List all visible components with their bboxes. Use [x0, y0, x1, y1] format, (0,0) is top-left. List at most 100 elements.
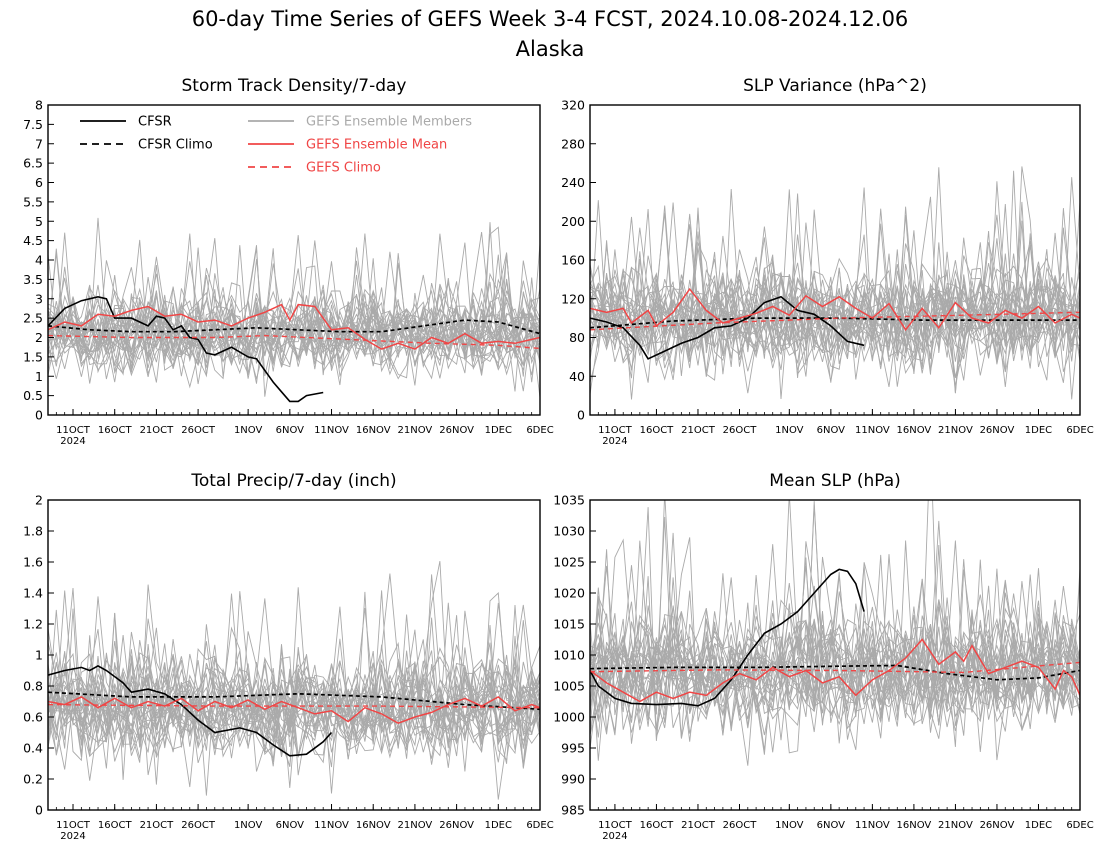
- x-tick-label: 26OCT: [723, 425, 758, 436]
- y-tick-label: 0: [35, 408, 43, 423]
- y-tick-label: 1.5: [23, 349, 43, 364]
- x-tick-label: 1DEC: [1025, 820, 1052, 831]
- x-tick-label: 6DEC: [526, 425, 553, 436]
- y-tick-label: 0: [35, 803, 43, 818]
- ensemble-member-line: [48, 639, 540, 752]
- x-year-label: 2024: [602, 436, 627, 447]
- x-tick-label: 26OCT: [723, 820, 758, 831]
- x-tick-label: 16OCT: [640, 820, 675, 831]
- x-tick-label: 26NOV: [439, 425, 474, 436]
- plot-frame: [589, 104, 1081, 416]
- x-tick-label: 1NOV: [234, 820, 263, 831]
- y-tick-label: 1000: [553, 710, 585, 725]
- y-tick-label: 80: [569, 330, 585, 345]
- panel-3: Total Precip/7-day (inch)00.20.40.60.811…: [23, 471, 554, 842]
- y-tick-label: 0.8: [23, 679, 43, 694]
- y-tick-label: 0.5: [23, 388, 43, 403]
- ensemble-member-line: [48, 226, 540, 383]
- panel-title: Storm Track Density/7-day: [182, 76, 407, 96]
- ensemble-member-line: [48, 240, 540, 367]
- series-cfsr-climo: [590, 317, 1080, 329]
- y-tick-label: 1020: [553, 586, 585, 601]
- y-tick-label: 1030: [553, 524, 585, 539]
- y-tick-label: 40: [569, 369, 585, 384]
- y-tick-label: 1: [35, 648, 43, 663]
- ensemble-member-line: [590, 585, 1080, 742]
- x-year-label: 2024: [60, 436, 85, 447]
- y-tick-label: 2: [35, 330, 43, 345]
- y-tick-label: 4.5: [23, 233, 43, 248]
- x-tick-label: 1NOV: [775, 820, 804, 831]
- y-tick-label: 2.5: [23, 311, 43, 326]
- x-tick-label: 21OCT: [140, 425, 175, 436]
- y-tick-label: 1010: [553, 648, 585, 663]
- y-tick-label: 6: [35, 175, 43, 190]
- ensemble-member-line: [48, 574, 540, 764]
- legend-label-gefs-mean: GEFS Ensemble Mean: [306, 138, 447, 153]
- x-tick-label: 21NOV: [398, 820, 433, 831]
- ensemble-member-line: [48, 648, 540, 767]
- plot-area: [48, 561, 540, 800]
- x-tick-label: 1DEC: [485, 425, 512, 436]
- y-tick-label: 3.5: [23, 272, 43, 287]
- plot-area: [48, 217, 540, 403]
- y-tick-label: 200: [561, 214, 585, 229]
- x-tick-label: 16OCT: [98, 425, 133, 436]
- x-tick-label: 21NOV: [938, 820, 973, 831]
- ensemble-member-line: [48, 253, 540, 368]
- series-gefs-climo: [590, 311, 1080, 331]
- x-tick-label: 11OCT: [598, 425, 633, 436]
- y-tick-label: 0.2: [23, 772, 43, 787]
- x-tick-label: 1NOV: [234, 425, 263, 436]
- x-tick-label: 21NOV: [398, 425, 433, 436]
- ensemble-member-line: [590, 606, 1080, 728]
- ensemble-member-line: [590, 196, 1080, 373]
- y-tick-label: 2: [35, 493, 43, 508]
- x-tick-label: 6NOV: [817, 820, 846, 831]
- legend-label-gefs-climo: GEFS Climo: [306, 161, 381, 176]
- ensemble-member-line: [590, 170, 1080, 387]
- x-tick-label: 11OCT: [56, 820, 91, 831]
- legend: CFSR CFSR Climo GEFS Ensemble Members GEFS …: [80, 115, 472, 176]
- ensemble-member-line: [48, 290, 540, 375]
- ensemble-member-line: [48, 256, 540, 381]
- x-tick-label: 11NOV: [855, 425, 890, 436]
- y-tick-label: 6.5: [23, 156, 43, 171]
- ensemble-member-line: [48, 596, 540, 757]
- x-tick-label: 16NOV: [356, 425, 391, 436]
- series-cfsr: [590, 568, 865, 707]
- y-tick-label: 1.4: [23, 586, 43, 601]
- panel-1: Storm Track Density/7-day 0 0.5 1 1.5 2 2.5 3 3.…: [23, 76, 554, 447]
- x-tick-label: 11NOV: [314, 425, 349, 436]
- x-tick-label: 16NOV: [356, 820, 391, 831]
- y-tick-label: 1.2: [23, 617, 43, 632]
- x-tick-label: 1DEC: [1025, 425, 1052, 436]
- y-tick-label: 990: [561, 772, 585, 787]
- y-tick-label: 1035: [553, 493, 585, 508]
- y-tick-label: 1.6: [23, 555, 43, 570]
- figure-subtitle: Alaska: [516, 37, 585, 61]
- panel-title: SLP Variance (hPa^2): [743, 76, 927, 96]
- y-tick-label: 240: [561, 175, 585, 190]
- y-tick-label: 1015: [553, 617, 585, 632]
- y-tick-label: 320: [561, 98, 585, 113]
- x-tick-label: 26OCT: [181, 820, 216, 831]
- x-tick-label: 6NOV: [817, 425, 846, 436]
- x-tick-label: 1NOV: [775, 425, 804, 436]
- series-gefs-ensemble-mean: [590, 287, 1080, 332]
- panel-4: Mean SLP (hPa) 985 990 995 1000 1005 1010 1015 1…: [553, 471, 1094, 842]
- ensemble-member-line: [590, 167, 1080, 400]
- x-tick-label: 6DEC: [1066, 820, 1093, 831]
- x-tick-label: 21OCT: [681, 820, 716, 831]
- legend-label-cfsr-climo: CFSR Climo: [138, 138, 213, 153]
- ensemble-member-line: [590, 538, 1080, 739]
- legend-label-gefs-members: GEFS Ensemble Members: [306, 115, 472, 130]
- series-cfsr: [48, 664, 333, 757]
- ensemble-member-line: [48, 251, 540, 385]
- y-tick-label: 0.4: [23, 741, 43, 756]
- y-tick-label: 7.5: [23, 117, 43, 132]
- x-tick-label: 26OCT: [181, 425, 216, 436]
- x-tick-label: 16OCT: [98, 820, 133, 831]
- panels: Storm Track Density/7-day 0 0.5 1 1.5 2 2.5 3 3.…: [23, 76, 1094, 842]
- y-tick-label: 280: [561, 136, 585, 151]
